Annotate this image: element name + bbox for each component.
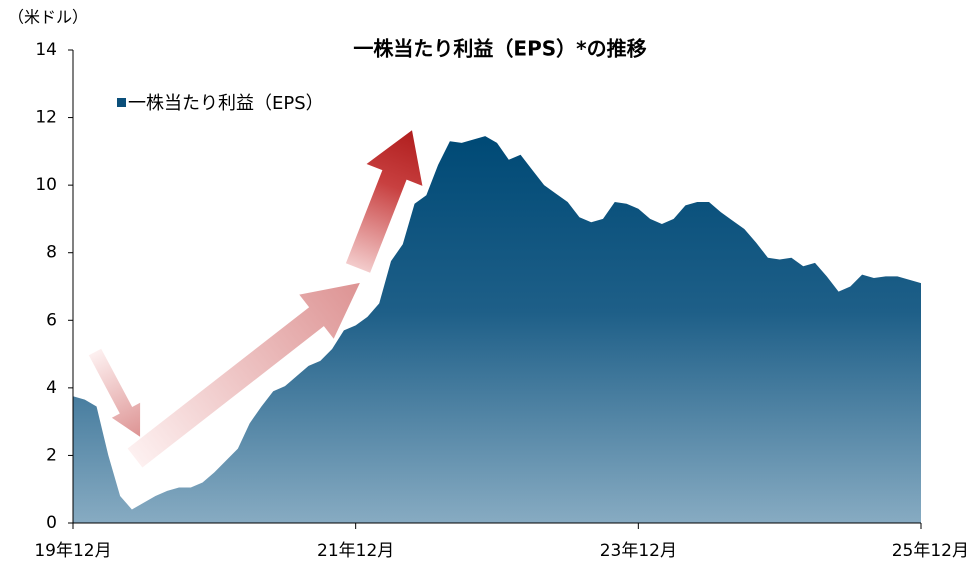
arrow (127, 282, 360, 468)
y-tick-label: 0 (46, 513, 57, 533)
legend-swatch (117, 98, 126, 107)
x-tick-label: 19年12月 (34, 541, 111, 561)
arrows (88, 130, 423, 468)
chart-title: 一株当たり利益（EPS）*の推移 (353, 37, 646, 61)
y-tick-label: 2 (46, 445, 57, 465)
area (73, 136, 921, 523)
y-tick-label: 8 (46, 243, 57, 263)
plot-area (73, 136, 921, 523)
x-tick-label: 23年12月 (600, 541, 677, 561)
arrow (345, 130, 423, 273)
legend-label: 一株当たり利益（EPS） (128, 93, 324, 114)
arrow (88, 348, 141, 437)
y-tick-label: 12 (35, 108, 57, 128)
y-tick-label: 6 (46, 310, 57, 330)
x-tick-label: 21年12月 (317, 541, 394, 561)
y-tick-label: 14 (35, 40, 57, 60)
y-tick-label: 4 (46, 378, 57, 398)
y-tick-label: 10 (35, 175, 57, 195)
x-tick-label: 25年12月 (892, 541, 969, 561)
y-unit: （米ドル） (8, 8, 88, 27)
